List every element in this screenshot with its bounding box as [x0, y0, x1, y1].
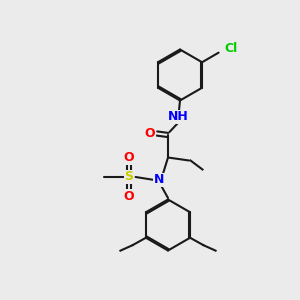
- Text: O: O: [145, 127, 155, 140]
- Text: NH: NH: [168, 110, 189, 124]
- Text: Cl: Cl: [224, 42, 237, 55]
- Text: O: O: [124, 190, 134, 203]
- Text: S: S: [124, 170, 134, 184]
- Text: N: N: [154, 173, 164, 187]
- Text: O: O: [124, 151, 134, 164]
